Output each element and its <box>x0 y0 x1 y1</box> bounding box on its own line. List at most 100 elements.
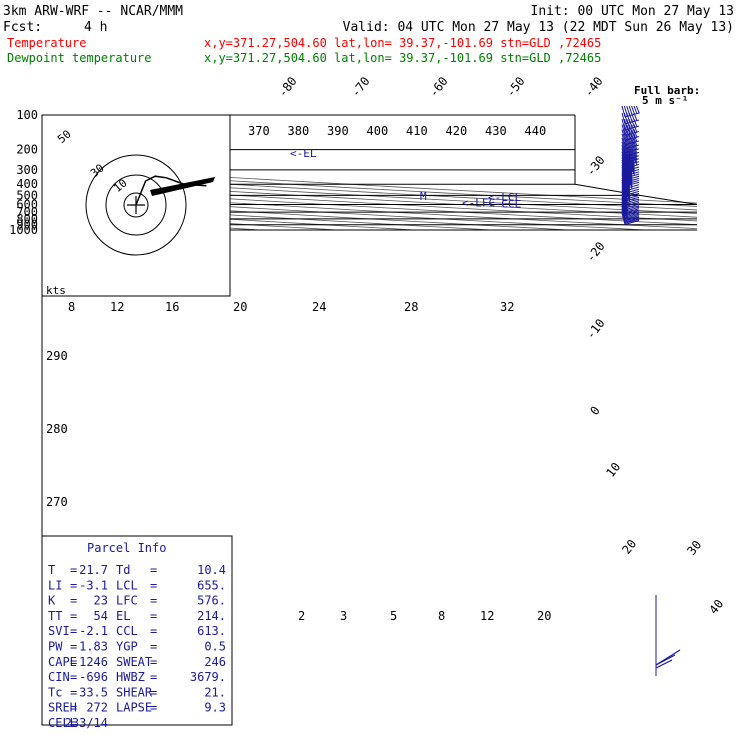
parcel-info-cell: T <box>48 563 55 577</box>
pressure-tick-label: 600 <box>16 197 38 211</box>
theta-e-label: 400 <box>367 124 389 138</box>
theta-e-label: 410 <box>406 124 428 138</box>
parcel-info-cell: 0.5 <box>204 640 226 654</box>
wind-barb <box>621 124 640 137</box>
pressure-tick-label: 800 <box>16 212 38 226</box>
parcel-info-equals: = <box>150 640 157 654</box>
barb-flag <box>635 105 640 114</box>
full-barb-value: 5 m s⁻¹ <box>642 94 688 107</box>
isotherm-label: -30 <box>583 153 607 179</box>
parcel-info-cell: Tc <box>48 685 62 699</box>
isotherm-label: -80 <box>275 74 299 100</box>
parcel-info-equals: = <box>70 685 77 699</box>
isotherm-label: -60 <box>426 74 450 100</box>
parcel-info-panel: Parcel Info T = 21.7 Td = 10.4LI = -3.1 LCL = 655.… <box>41 535 233 730</box>
fcst-label: Fcst: <box>3 20 42 35</box>
barb-flag <box>626 188 631 199</box>
barb-flag <box>628 175 633 185</box>
barb-staff <box>655 659 673 669</box>
hodograph-ring-middle <box>105 174 167 236</box>
isotherm-label: 30 <box>684 538 704 558</box>
dry-adiabat-label: 280 <box>46 422 68 436</box>
parcel-info-cell: 655. <box>197 578 226 592</box>
barb-flag <box>626 177 631 188</box>
barb-flag <box>631 137 636 147</box>
dry-adiabat-line <box>42 202 492 231</box>
dry-adiabat-line <box>42 183 697 222</box>
barb-flag <box>633 118 638 128</box>
barb-flag <box>628 118 633 129</box>
barb-flag <box>626 184 631 195</box>
dry-adiabat-line <box>42 186 697 226</box>
dry-adiabat-label: 270 <box>46 495 68 509</box>
valid-time: Valid: 04 UTC Mon 27 May 13 (22 MDT Sun … <box>343 20 734 35</box>
barb-flag <box>626 112 631 123</box>
level-marker: M <box>420 190 427 203</box>
barb-flag <box>623 209 628 221</box>
pressure-tick-label: 100 <box>16 108 38 122</box>
barb-flag <box>623 148 628 160</box>
level-markers: <-EL <-LFC<-CCL<-LCL M <box>290 147 521 211</box>
parcel-info-equals: = <box>70 594 77 608</box>
pressure-tick-label: 200 <box>16 143 38 157</box>
barb-flag <box>628 166 633 177</box>
parcel-info-equals: = <box>150 609 157 623</box>
pressure-tick-label: 700 <box>16 205 38 219</box>
barb-staff <box>624 218 640 224</box>
right-axis-slant-2 <box>639 194 698 205</box>
barb-flag <box>626 124 631 135</box>
barb-flag <box>633 112 638 122</box>
dry-adiabat-label: 290 <box>46 349 68 363</box>
theta-e-label: 390 <box>327 124 349 138</box>
pressure-tick-label: 400 <box>16 177 38 191</box>
dry-adiabat-line <box>42 207 415 231</box>
barb-flag <box>633 137 638 147</box>
parcel-info-equals: = <box>150 701 157 715</box>
barb-flag <box>623 190 628 201</box>
barb-flag <box>631 162 636 172</box>
parcel-info-cell: TT <box>48 609 62 623</box>
parcel-info-cell: PW <box>48 640 63 654</box>
parcel-info-equals: = <box>150 655 157 669</box>
level-marker: <-CCL <box>488 198 521 211</box>
full-barb-title: Full barb: <box>634 84 700 97</box>
location-dewpoint: x,y=371.27,504.60 lat,lon= 39.37,-101.69… <box>204 51 601 65</box>
hodograph-inset: 50 30 10 kts <box>41 114 231 297</box>
level-marker: <-LCL <box>488 191 521 204</box>
barb-flag <box>631 133 636 143</box>
parcel-info-cell: 21.7 <box>79 563 108 577</box>
wind-barb <box>621 118 640 131</box>
barb-staff <box>624 219 640 225</box>
parcel-info-cell: 1246 <box>79 655 108 669</box>
barb-flag <box>621 112 626 125</box>
isotherm-label: -70 <box>348 74 372 100</box>
barb-flag <box>628 129 633 139</box>
barb-staff <box>655 654 676 666</box>
parcel-info-cell: 3679. <box>190 670 226 684</box>
parcel-info-equals: = <box>70 716 77 730</box>
hodograph-speed-label: 20 <box>233 300 247 314</box>
barb-flag <box>626 148 631 159</box>
isotherm-label: -50 <box>503 74 527 100</box>
barb-flag <box>623 124 628 136</box>
barb-flag <box>628 133 633 144</box>
isotherm-label: 20 <box>619 537 639 557</box>
barb-flag <box>633 148 638 157</box>
parcel-info-equals: = <box>70 609 77 623</box>
dry-adiabat-line <box>42 179 697 218</box>
dry-adiabat-line <box>42 169 697 207</box>
barb-flag <box>626 118 631 130</box>
barb-flag <box>633 105 638 115</box>
wind-barb-column: Full barb: 5 m s⁻¹ <box>621 84 700 676</box>
hodograph-speed-label: 28 <box>404 300 418 314</box>
legend-temperature: Temperature <box>7 36 86 50</box>
mixing-ratio-label: 8 <box>438 609 445 623</box>
parcel-info-cell: 233/14 <box>65 716 108 730</box>
barb-flag <box>626 175 631 186</box>
location-temperature: x,y=371.27,504.60 lat,lon= 39.37,-101.69… <box>204 36 601 50</box>
barb-flag <box>621 105 626 118</box>
barb-flag <box>633 154 638 163</box>
parcel-info-cell: CELL <box>48 716 77 730</box>
parcel-info-equals: = <box>150 624 157 638</box>
parcel-info-cell: -2.1 <box>79 624 108 638</box>
